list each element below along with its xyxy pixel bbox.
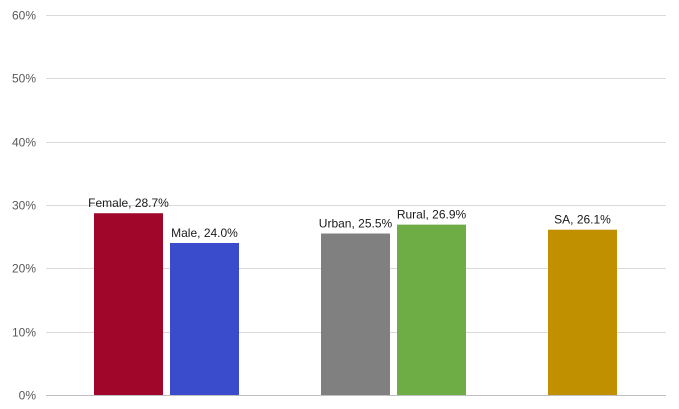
data-label-rural: Rural, 26.9% (397, 208, 467, 222)
bar-urban (321, 233, 390, 395)
y-tick-label: 20% (12, 262, 36, 276)
bar-female (94, 213, 163, 395)
y-tick-label: 40% (12, 136, 36, 150)
y-tick-label: 30% (12, 199, 36, 213)
y-tick-label: 50% (12, 72, 36, 86)
data-label-sa: SA, 26.1% (554, 213, 611, 227)
y-axis-tick-labels: 0% 10% 20% 30% 40% 50% 60% (12, 9, 36, 403)
data-label-male: Male, 24.0% (171, 226, 238, 240)
data-label-urban: Urban, 25.5% (319, 217, 393, 231)
bars (94, 213, 617, 395)
data-label-female: Female, 28.7% (88, 196, 169, 210)
bar-male (170, 243, 239, 395)
bar-sa (548, 229, 617, 395)
y-tick-label: 60% (12, 9, 36, 23)
data-labels: Female, 28.7% Male, 24.0% Urban, 25.5% Rura… (88, 196, 611, 240)
y-tick-label: 0% (19, 389, 37, 403)
bar-rural (397, 224, 466, 395)
y-tick-label: 10% (12, 326, 36, 340)
